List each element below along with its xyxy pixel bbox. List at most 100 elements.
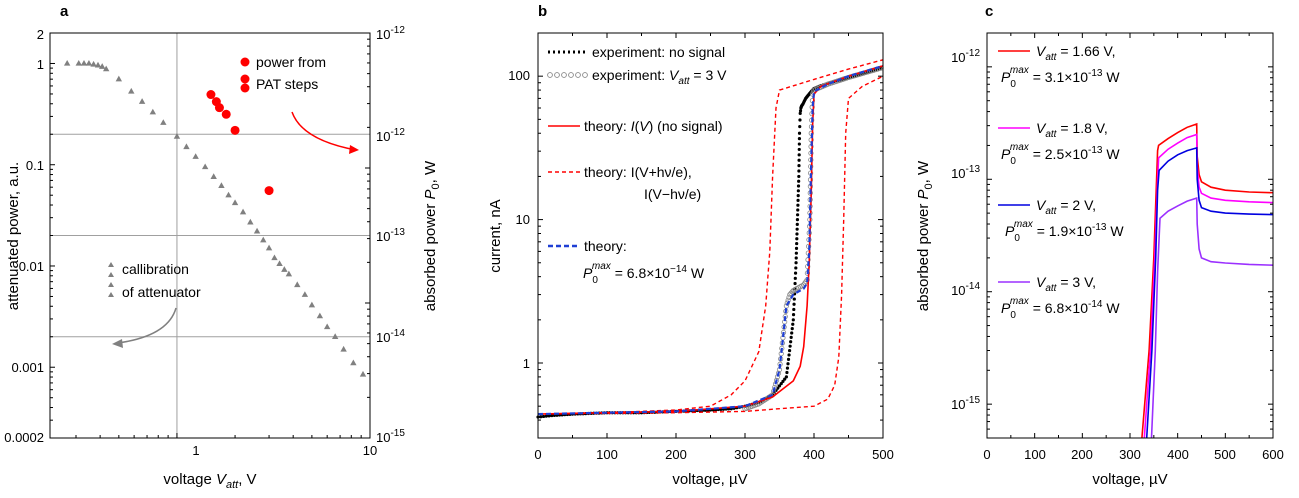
b-ytick-1: 1	[523, 356, 530, 371]
panel-b-frame	[537, 32, 884, 439]
b-exp-nosig-point	[547, 414, 551, 418]
b-exp-nosig-point	[791, 318, 795, 322]
b-exp-nosig-point	[797, 137, 802, 141]
a-y2tick-1e-12: 10-12	[376, 127, 405, 144]
b-exp-nosig-point	[790, 327, 794, 331]
b-exp-nosig-point	[539, 415, 543, 419]
panel-c-frame	[986, 32, 1274, 439]
c-ytick-1e-13: 10-13	[951, 164, 980, 181]
b-series-4	[537, 75, 884, 415]
b-exp-nosig-point	[797, 142, 801, 146]
b-legend-th-shift-2: I(V−hν/e)	[644, 186, 701, 202]
a-legend-red-dot-2	[240, 74, 250, 84]
a-arrow-gray-head	[112, 339, 123, 348]
panel-b-label: b	[538, 3, 547, 20]
b-exp-nosig-point	[792, 302, 796, 306]
b-legend-th-p0-2: P0max = 6.8×10−14 W	[583, 261, 705, 286]
a-pat-point	[264, 186, 274, 196]
a-xtick-10: 10	[363, 443, 377, 458]
a-legend-red-text-2: PAT steps	[256, 76, 318, 92]
a-calib-point	[94, 61, 102, 68]
b-exp-nosig-point	[783, 377, 787, 381]
panel-a-gridlines	[50, 33, 370, 438]
c-legend-line1-0: Vatt = 1.66 V,	[1036, 43, 1116, 63]
a-calib-point	[98, 63, 106, 69]
b-exp-nosig-point	[781, 379, 785, 383]
b-exp-nosig-point	[798, 118, 802, 122]
panel-b: b 100 10 1 0 100 200 300 400 500 current…	[487, 3, 894, 488]
b-exp-nosig-point	[797, 169, 801, 173]
a-legend-red-dot-3	[240, 83, 250, 93]
c-series-0	[1141, 122, 1274, 439]
b-exp-nosig-point	[777, 384, 782, 388]
b-exp-nosig-point	[797, 174, 801, 179]
a-arrow-red-head	[349, 145, 359, 154]
b-legend-exp-vatt: experiment: Vatt = 3 V	[592, 67, 727, 87]
b-ytick-10: 10	[516, 212, 530, 227]
b-exp-nosig-point	[785, 366, 790, 370]
a-ytick-0.01: 0.01	[19, 259, 44, 274]
b-exp-nosig-point	[795, 241, 799, 246]
a-calib-point	[192, 153, 199, 159]
a-pat-point	[214, 103, 224, 113]
panel-a: a 0.0002 0.001 0.01 0.1 1 2 1 10 10-12 1…	[4, 3, 442, 491]
b-exp-nosig-point	[784, 375, 789, 379]
c-ytick-1e-14: 10-14	[951, 281, 980, 298]
a-legend-red-text-1: power from	[256, 54, 326, 70]
a-legend-gray-text-1: callibration	[122, 261, 189, 277]
b-exp-nosig-point	[788, 344, 792, 348]
b-exp-nosig-point	[795, 222, 799, 226]
b-exp-nosig-point	[787, 348, 792, 353]
b-legend-th-iv: theory: I(V) (no signal)	[584, 118, 723, 134]
b-exp-nosig-point	[796, 198, 800, 203]
b-exp-nosig-point	[794, 251, 798, 255]
b-exp-nosig-point	[796, 203, 800, 207]
b-xtick-500: 500	[872, 447, 894, 462]
b-exp-nosig-point	[797, 147, 801, 152]
b-exp-nosig-point	[794, 261, 798, 265]
c-ytick-1e-15: 10-15	[951, 395, 980, 412]
a-ylabel: attenuated power, a.u.	[5, 162, 22, 310]
a-ytick-0.0002: 0.0002	[4, 430, 44, 445]
c-series-1	[1143, 133, 1274, 439]
a-calib-point	[201, 163, 209, 170]
c-legend-line2-3: P0max = 6.8×10-14 W	[1001, 296, 1120, 321]
a-calib-point	[128, 87, 135, 94]
b-xtick-400: 400	[803, 447, 825, 462]
a-calib-point	[210, 173, 217, 179]
a-xlabel: voltage Vatt, V	[163, 471, 256, 491]
a-calib-point	[331, 333, 339, 339]
b-exp-nosig-point	[795, 227, 799, 231]
a-calib-point	[285, 270, 293, 277]
panel-a-ticks	[50, 32, 371, 439]
b-exp-nosig-point	[797, 153, 801, 157]
panel-c-data	[1141, 122, 1274, 439]
c-legend: Vatt = 1.66 V,P0max = 3.1×10-13 W Vatt = …	[998, 43, 1124, 321]
c-ytick-1e-12: 10-12	[951, 48, 980, 65]
b-exp-nosig-point	[792, 297, 796, 301]
c-legend-line2-1: P0max = 2.5×10-13 W	[1001, 142, 1120, 167]
a-calib-point	[281, 266, 288, 272]
a-calib-point	[173, 133, 181, 139]
b-exp-nosig-point	[792, 307, 796, 312]
b-legend: experiment: no signal experiment: Vatt =…	[547, 44, 727, 286]
b-exp-nosig-point	[544, 414, 548, 418]
a-ytick-0.001: 0.001	[11, 360, 44, 375]
a-calib-point	[308, 301, 316, 308]
a-legend-gray-tri-4	[108, 292, 114, 297]
a-pat-point	[221, 109, 231, 119]
b-xtick-0: 0	[534, 447, 541, 462]
a-calib-point	[316, 312, 324, 319]
b-exp-nosig-point	[794, 246, 799, 250]
a-legend-gray-tri-1	[108, 262, 114, 267]
c-ylabel: absorbed power P0, W	[915, 160, 935, 311]
a-calib-point	[80, 59, 88, 66]
c-legend-line1-1: Vatt = 1.8 V,	[1036, 120, 1108, 140]
b-exp-nosig-point	[797, 131, 802, 135]
panel-b-data	[536, 59, 884, 419]
a-calib-point	[138, 98, 146, 104]
a-calib-point	[115, 75, 123, 82]
a-calib-point	[149, 108, 157, 115]
a-calib-point	[75, 59, 82, 66]
